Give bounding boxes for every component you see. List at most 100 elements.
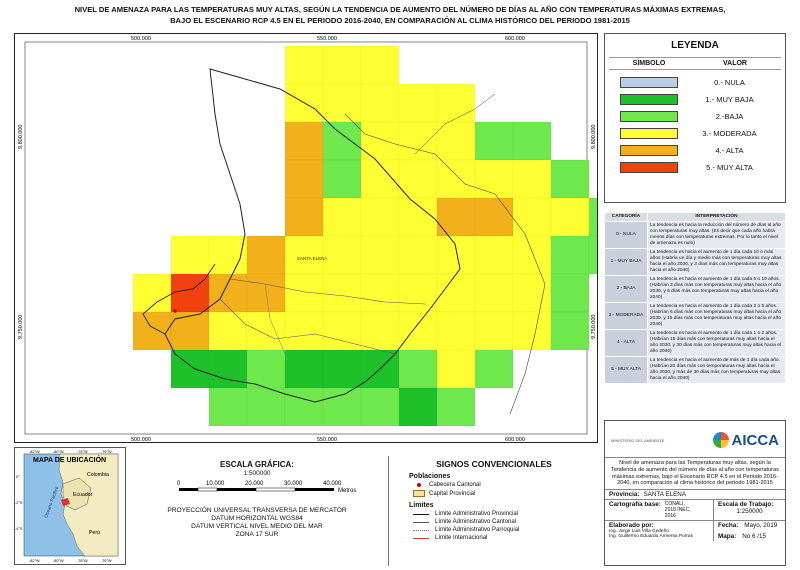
interp-text: La tendencia es hacia la reducción del n… (647, 221, 786, 249)
map-title: NIVEL DE AMENAZA PARA LAS TEMPERATURAS M… (74, 5, 726, 25)
mapa-label: Mapa: (718, 533, 737, 541)
ecuador-shape (62, 477, 92, 511)
hazard-cell-alta (246, 235, 286, 275)
location-map: MAPA DE UBICACIÓN Colombia Ecuador Perú … (15, 450, 119, 563)
hazard-cell-moderada (436, 349, 476, 389)
lat-tick-2: -2°S (15, 501, 23, 505)
signs-title: SIGNOS CONVENCIONALES (436, 459, 552, 469)
y-tick-left-2: 9.750.000 (18, 315, 24, 339)
hazard-cell-moderada (360, 311, 400, 351)
lat-tick-3: -4°S (15, 527, 23, 531)
hazard-cell-moderada (322, 45, 362, 85)
place-label: SANTA ELENA (297, 256, 327, 261)
legend-col-symbol: SÍMBOLO (632, 60, 666, 67)
hazard-cell-moderada (322, 197, 362, 237)
hazard-cell-alta (284, 159, 324, 199)
ministry-logo: MINISTERIO DEL AMBIENTE (611, 437, 665, 443)
aicca-logo: AICCA (712, 432, 779, 449)
hazard-cell-moderada (322, 235, 362, 275)
interp-col-category: CATEGORÍA (604, 212, 648, 222)
hazard-cell-moderada (398, 197, 438, 237)
top-tick-3: -78°W (77, 450, 88, 454)
signs-panel: SIGNOS CONVENCIONALES Poblaciones Cabece… (388, 456, 599, 566)
projection-line-3: DATUM VERTICAL NIVEL MEDIO DEL MAR (191, 523, 323, 530)
hazard-cell-moderada (436, 235, 476, 275)
hazard-cell-moderada (436, 311, 476, 351)
hazard-cell-alta (284, 121, 324, 161)
hazard-cell-baja (474, 121, 514, 161)
hazard-cell-alta (246, 273, 286, 313)
interp-category: 0 - NULA (604, 221, 648, 249)
elab-value-2: Ing. Guillermo Eduardo Armenta Porras (609, 534, 693, 540)
legend-label: 4.- ALTA (715, 146, 744, 155)
hazard-cell-baja (550, 273, 590, 313)
interp-text: La tendencia es hacia el aumento de 1 dí… (647, 248, 786, 276)
hazard-cell-moderada (132, 273, 172, 313)
hazard-cell-moderada (550, 197, 590, 237)
interp-category: 3 - MODERADA (604, 302, 648, 330)
hazard-cell-baja (322, 121, 362, 161)
legend-row: 4.- ALTA (609, 142, 781, 159)
river-line (344, 113, 546, 415)
x-tick-top-3: 600.000 (505, 36, 525, 42)
hazard-cell-alta (170, 311, 210, 351)
legend-swatch (620, 94, 678, 105)
hazard-cell-moderada (360, 45, 400, 85)
hazard-cell-baja (588, 197, 628, 237)
legend-label: 2.-BAJA (715, 112, 744, 121)
hazard-cell-moderada (398, 273, 438, 313)
signs-poblaciones: Poblaciones (409, 473, 451, 480)
mapa-value: No 6 /15 (742, 533, 767, 541)
capital-icon (413, 490, 425, 497)
provincia-label: Provincia: (609, 491, 640, 499)
interp-row: 2 - BAJA La tendencia es hacia el aumento… (604, 275, 786, 303)
line-international-icon (413, 537, 429, 539)
sign-cabecera: Cabecera Cantonal (429, 482, 481, 488)
hazard-cell-baja (246, 349, 286, 389)
sign-lim-parr: Límite Administrativo Parroquial (435, 527, 520, 533)
hazard-cell-moderada (360, 121, 400, 161)
interp-text: La tendencia es hacia el aumento de 1 dí… (647, 302, 786, 330)
interp-row: 0 - NULA La tendencia es hacia la reducci… (604, 221, 786, 249)
legend-swatch (620, 77, 678, 88)
hazard-cell-baja (550, 159, 590, 199)
hazard-cell-baja (512, 121, 552, 161)
legend-label: 0.- NULA (714, 78, 745, 87)
hazard-cell-moderada (474, 159, 514, 199)
label-colombia: Colombia (87, 472, 109, 478)
hazard-cell-muy-alta (170, 273, 210, 313)
sign-lim-int: Límite Internacional (435, 535, 488, 541)
bottom-tick-1: -82°W (29, 559, 40, 563)
hazard-cell-moderada (284, 311, 324, 351)
projection-line-4: ZONA 17 SUR (235, 531, 279, 538)
river-line-2 (414, 93, 496, 155)
red-dot-icon (417, 483, 421, 487)
hazard-cell-baja (550, 235, 590, 275)
y-tick-right-2: 9.750.000 (591, 315, 597, 339)
legend-swatch (620, 145, 678, 156)
hazard-cell-muy-baja (208, 349, 248, 389)
hazard-cell-moderada (170, 235, 210, 275)
hazard-cell-moderada (284, 45, 324, 85)
label-peru: Perú (89, 530, 100, 536)
hazard-cell-baja (398, 349, 438, 389)
interp-text: La tendencia es hacia el aumento de 1 dí… (647, 329, 786, 357)
hazard-cell-baja (284, 387, 324, 427)
hazard-cell-moderada (436, 83, 476, 123)
interp-col-interp: INTERPRETACIÓN (647, 212, 786, 222)
fecha-label: Fecha: (718, 522, 739, 530)
line-provincial-icon (413, 513, 429, 515)
hazard-cell-moderada (208, 311, 248, 351)
hazard-cell-moderada (322, 83, 362, 123)
hazard-cell-alta (436, 197, 476, 237)
hazard-cell-moderada (512, 235, 552, 275)
legend-row: 1.- MUY BAJA (609, 91, 781, 108)
escala-value: 1:250000 (736, 508, 763, 516)
hazard-cell-moderada (284, 235, 324, 275)
carto-value: CONALI, 2018 INEC, 2016 (664, 501, 691, 520)
scale-bar: 0 10.000 20.000 30.000 40.000 Metros (177, 481, 356, 494)
interp-text: La tendencia es hacia el aumento de más … (647, 356, 786, 384)
label-ecuador: Ecuador (73, 492, 93, 498)
hazard-cell-moderada (360, 197, 400, 237)
lat-tick-1: 0° (16, 475, 20, 479)
